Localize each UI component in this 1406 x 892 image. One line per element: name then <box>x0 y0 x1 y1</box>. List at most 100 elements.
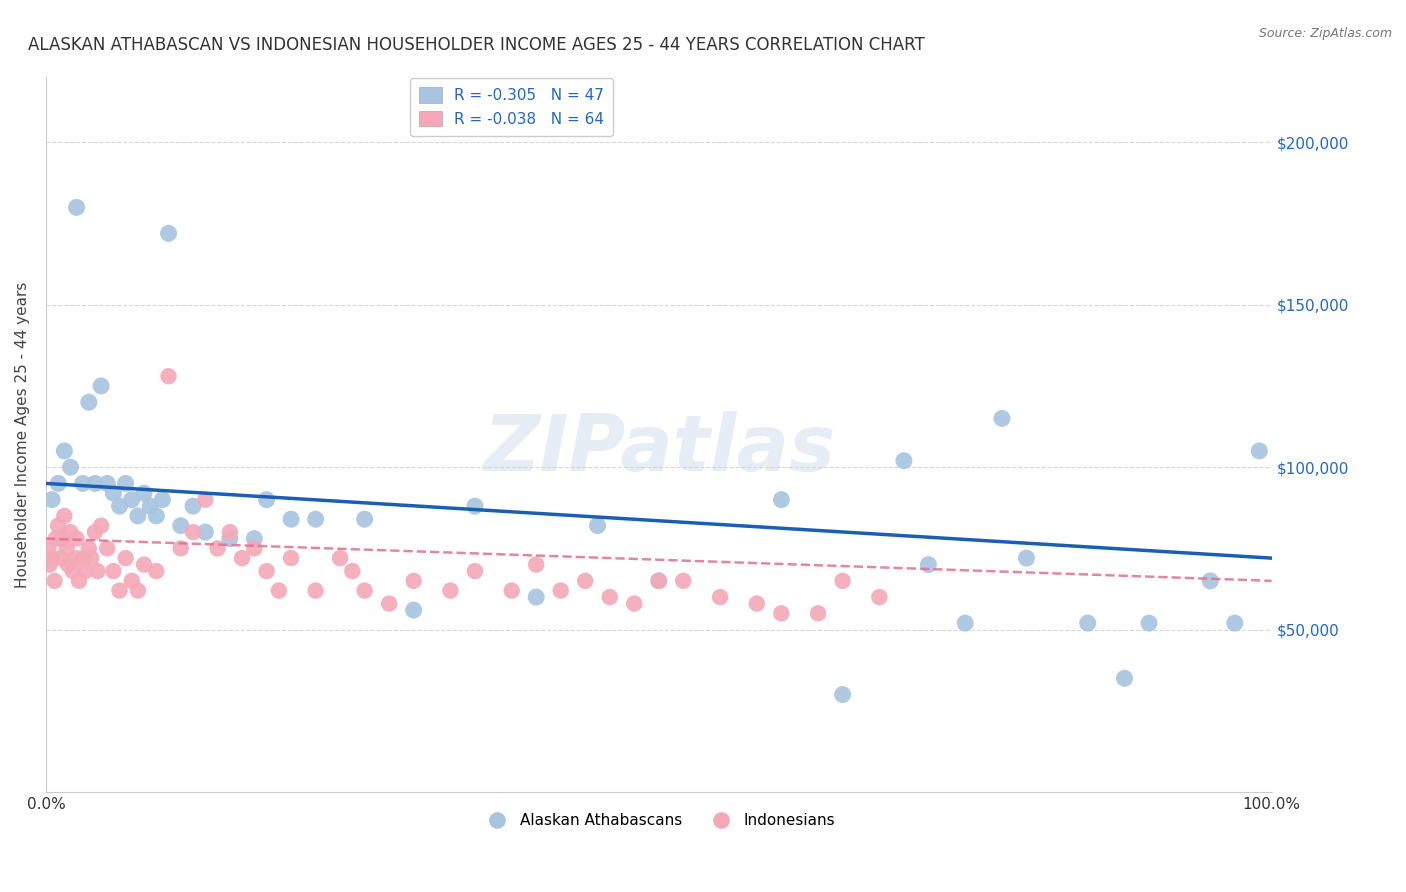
Point <box>127 583 149 598</box>
Point <box>59 460 82 475</box>
Point <box>46 476 69 491</box>
Point <box>46 518 69 533</box>
Point <box>770 607 793 621</box>
Point <box>80 551 103 566</box>
Point <box>207 541 229 556</box>
Legend: Alaskan Athabascans, Indonesians: Alaskan Athabascans, Indonesians <box>477 807 841 834</box>
Point <box>132 558 155 572</box>
Point <box>807 607 830 621</box>
Point <box>139 499 162 513</box>
Point <box>267 583 290 598</box>
Point <box>96 541 118 556</box>
Point <box>103 564 125 578</box>
Point <box>84 525 107 540</box>
Point <box>917 558 939 572</box>
Point <box>181 525 204 540</box>
Point <box>218 532 240 546</box>
Point <box>648 574 671 588</box>
Point <box>121 492 143 507</box>
Point <box>38 558 60 572</box>
Point <box>256 492 278 507</box>
Point <box>157 227 180 241</box>
Point <box>194 492 217 507</box>
Text: Source: ZipAtlas.com: Source: ZipAtlas.com <box>1258 27 1392 40</box>
Point <box>145 508 167 523</box>
Point <box>893 453 915 467</box>
Point <box>44 574 66 588</box>
Text: ZIPatlas: ZIPatlas <box>482 411 835 487</box>
Point <box>56 541 79 556</box>
Point <box>709 590 731 604</box>
Text: ALASKAN ATHABASCAN VS INDONESIAN HOUSEHOLDER INCOME AGES 25 - 44 YEARS CORRELATI: ALASKAN ATHABASCAN VS INDONESIAN HOUSEHO… <box>28 36 925 54</box>
Point <box>145 564 167 578</box>
Point <box>550 583 572 598</box>
Point <box>157 369 180 384</box>
Point <box>49 551 72 566</box>
Point <box>402 574 425 588</box>
Point <box>599 590 621 604</box>
Point <box>672 574 695 588</box>
Point <box>770 492 793 507</box>
Point <box>439 583 461 598</box>
Point <box>108 499 131 513</box>
Point <box>231 551 253 566</box>
Point <box>90 518 112 533</box>
Point <box>304 583 326 598</box>
Point <box>65 532 87 546</box>
Point <box>114 551 136 566</box>
Point <box>90 379 112 393</box>
Point <box>1249 444 1271 458</box>
Point <box>77 541 100 556</box>
Point <box>1223 616 1246 631</box>
Point <box>53 444 76 458</box>
Point <box>831 688 853 702</box>
Point <box>96 476 118 491</box>
Point <box>574 574 596 588</box>
Point <box>108 583 131 598</box>
Point <box>1199 574 1222 588</box>
Point <box>170 541 193 556</box>
Point <box>648 574 671 588</box>
Point <box>127 508 149 523</box>
Point <box>868 590 890 604</box>
Point <box>72 551 94 566</box>
Point <box>329 551 352 566</box>
Point <box>1137 616 1160 631</box>
Point <box>745 597 768 611</box>
Point <box>132 486 155 500</box>
Point <box>181 499 204 513</box>
Point <box>243 541 266 556</box>
Point <box>256 564 278 578</box>
Point <box>218 525 240 540</box>
Point <box>953 616 976 631</box>
Point <box>84 476 107 491</box>
Point <box>501 583 523 598</box>
Point <box>586 518 609 533</box>
Point <box>62 564 84 578</box>
Point <box>194 525 217 540</box>
Point <box>67 574 90 588</box>
Point <box>464 564 486 578</box>
Point <box>304 512 326 526</box>
Point <box>831 574 853 588</box>
Point <box>37 541 59 556</box>
Point <box>1015 551 1038 566</box>
Point <box>121 574 143 588</box>
Point <box>77 395 100 409</box>
Point <box>103 486 125 500</box>
Point <box>59 525 82 540</box>
Point <box>623 597 645 611</box>
Point <box>41 492 63 507</box>
Point <box>51 532 73 546</box>
Point <box>342 564 364 578</box>
Point <box>65 200 87 214</box>
Point <box>1114 671 1136 685</box>
Point <box>524 590 547 604</box>
Point <box>1077 616 1099 631</box>
Point <box>402 603 425 617</box>
Point <box>86 564 108 578</box>
Point <box>65 551 87 566</box>
Point <box>170 518 193 533</box>
Point <box>353 512 375 526</box>
Point <box>114 476 136 491</box>
